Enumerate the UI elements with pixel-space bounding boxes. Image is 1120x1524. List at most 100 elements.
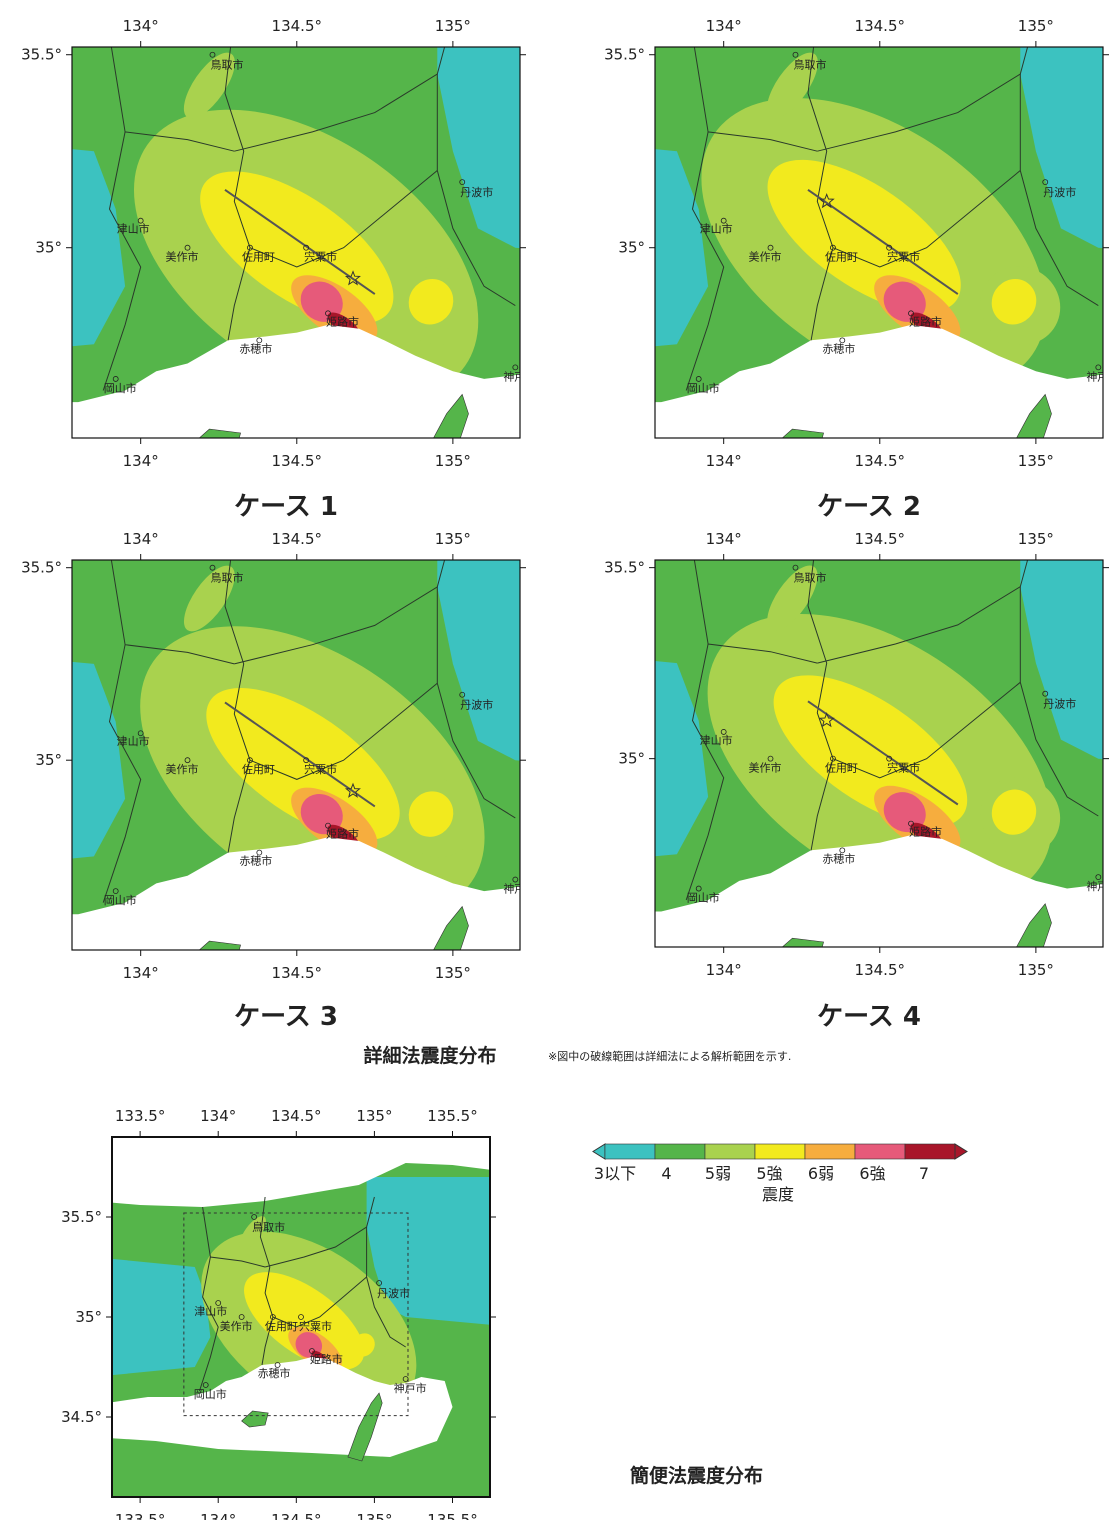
city-label: 岡山市 <box>104 893 137 907</box>
x-tick-label: 134° <box>123 452 159 470</box>
city-label: 佐用町 <box>265 1319 298 1333</box>
x-tick-label: 134° <box>200 1511 236 1520</box>
city-label: 赤穂市 <box>822 341 855 355</box>
legend-swatch <box>905 1144 955 1159</box>
legend-label: 6弱 <box>808 1164 834 1183</box>
x-tick-label: 134° <box>123 530 159 548</box>
city-label: 佐用町 <box>242 250 275 264</box>
x-tick-label: 135° <box>435 17 471 35</box>
y-tick-label: 35.5° <box>604 559 645 577</box>
city-label: 宍粟市 <box>304 250 337 264</box>
map: 鳥取市丹波市津山市美作市佐用町宍粟市姫路市赤穂市岡山市神戸市 <box>474 491 1120 1033</box>
city-label: 姫路市 <box>310 1352 343 1366</box>
city-label: 丹波市 <box>460 185 493 199</box>
x-tick-label: 134.5° <box>272 530 322 548</box>
city-label: 神戸市 <box>394 1381 427 1395</box>
y-tick-label: 35.5° <box>604 46 645 64</box>
legend-swatch <box>605 1144 655 1159</box>
legend-title: 震度 <box>762 1185 794 1204</box>
x-tick-label: 135° <box>435 530 471 548</box>
legend-swatch <box>855 1144 905 1159</box>
city-label: 鳥取市 <box>210 571 243 585</box>
legend-label: 5弱 <box>705 1164 731 1183</box>
legend-label: 5強 <box>756 1164 782 1183</box>
case-caption: ケース 1 <box>234 492 338 522</box>
case-caption: ケース 4 <box>817 1002 921 1032</box>
x-tick-label: 135° <box>356 1511 392 1520</box>
x-tick-label: 134° <box>706 17 742 35</box>
x-tick-label: 133.5° <box>115 1107 165 1125</box>
x-tick-label: 134.5° <box>271 1511 321 1520</box>
x-tick-label: 135° <box>1018 452 1054 470</box>
y-tick-label: 35° <box>618 750 645 768</box>
city-label: 宍粟市 <box>887 761 920 775</box>
x-tick-label: 134° <box>706 452 742 470</box>
city-label: 津山市 <box>194 1304 227 1318</box>
city-label: 赤穂市 <box>822 851 855 865</box>
x-tick-label: 134° <box>123 17 159 35</box>
legend-swatch <box>705 1144 755 1159</box>
case-caption: ケース 3 <box>234 1002 338 1032</box>
map: 鳥取市丹波市津山市美作市佐用町宍粟市姫路市赤穂市岡山市神戸市 <box>474 0 1120 526</box>
map: 鳥取市丹波市津山市美作市佐用町宍粟市姫路市赤穂市岡山市神戸市 <box>93 1117 515 1497</box>
city-label: 宍粟市 <box>299 1319 332 1333</box>
city-label: 姫路市 <box>909 314 942 328</box>
city-label: 赤穂市 <box>239 341 272 355</box>
x-tick-label: 135.5° <box>427 1511 477 1520</box>
x-tick-label: 134° <box>200 1107 236 1125</box>
legend-label: 7 <box>919 1164 929 1183</box>
x-tick-label: 135° <box>356 1107 392 1125</box>
city-label: 岡山市 <box>194 1387 227 1401</box>
x-tick-label: 134° <box>706 530 742 548</box>
city-label: 姫路市 <box>326 827 359 841</box>
x-tick-label: 135° <box>1018 961 1054 979</box>
city-label: 美作市 <box>166 762 199 776</box>
city-label: 美作市 <box>749 250 782 264</box>
y-tick-label: 35.5° <box>61 1208 102 1226</box>
legend-swatch <box>655 1144 705 1159</box>
note: ※図中の破線範囲は詳細法による解析範囲を示す. <box>548 1049 791 1063</box>
x-tick-label: 134.5° <box>855 452 905 470</box>
simple-title: 簡便法震度分布 <box>630 1464 763 1487</box>
city-label: 岡山市 <box>104 381 137 395</box>
y-tick-label: 35° <box>35 751 62 769</box>
legend-arrow <box>593 1144 605 1159</box>
city-label: 姫路市 <box>909 825 942 839</box>
city-label: 津山市 <box>700 733 733 747</box>
detailed-title: 詳細法震度分布 <box>363 1044 496 1067</box>
city-label: 津山市 <box>117 734 150 748</box>
x-tick-label: 135° <box>435 964 471 982</box>
y-tick-label: 35° <box>35 239 62 257</box>
x-tick-label: 135° <box>1018 530 1054 548</box>
x-tick-label: 134.5° <box>855 530 905 548</box>
city-label: 美作市 <box>749 761 782 775</box>
city-label: 丹波市 <box>460 698 493 712</box>
city-label: 美作市 <box>220 1319 253 1333</box>
x-tick-label: 135.5° <box>427 1107 477 1125</box>
city-label: 佐用町 <box>242 762 275 776</box>
x-tick-label: 134.5° <box>855 17 905 35</box>
legend-arrow <box>955 1144 967 1159</box>
y-tick-label: 35° <box>75 1308 102 1326</box>
x-tick-label: 134° <box>706 961 742 979</box>
legend-swatch <box>755 1144 805 1159</box>
city-label: 宍粟市 <box>887 250 920 264</box>
x-tick-label: 133.5° <box>115 1511 165 1520</box>
city-label: 岡山市 <box>687 891 720 905</box>
city-label: 美作市 <box>166 250 199 264</box>
x-tick-label: 134° <box>123 964 159 982</box>
x-tick-label: 134.5° <box>855 961 905 979</box>
legend-label: 4 <box>661 1164 671 1183</box>
x-tick-label: 134.5° <box>272 964 322 982</box>
city-label: 宍粟市 <box>304 762 337 776</box>
y-tick-label: 35° <box>618 239 645 257</box>
city-label: 鳥取市 <box>252 1220 285 1234</box>
y-tick-label: 35.5° <box>21 46 62 64</box>
city-label: 佐用町 <box>825 761 858 775</box>
x-tick-label: 135° <box>435 452 471 470</box>
city-label: 丹波市 <box>1043 185 1076 199</box>
city-label: 鳥取市 <box>210 58 243 72</box>
y-tick-label: 35.5° <box>21 559 62 577</box>
legend-label: 3以下 <box>594 1164 636 1183</box>
x-tick-label: 135° <box>1018 17 1054 35</box>
